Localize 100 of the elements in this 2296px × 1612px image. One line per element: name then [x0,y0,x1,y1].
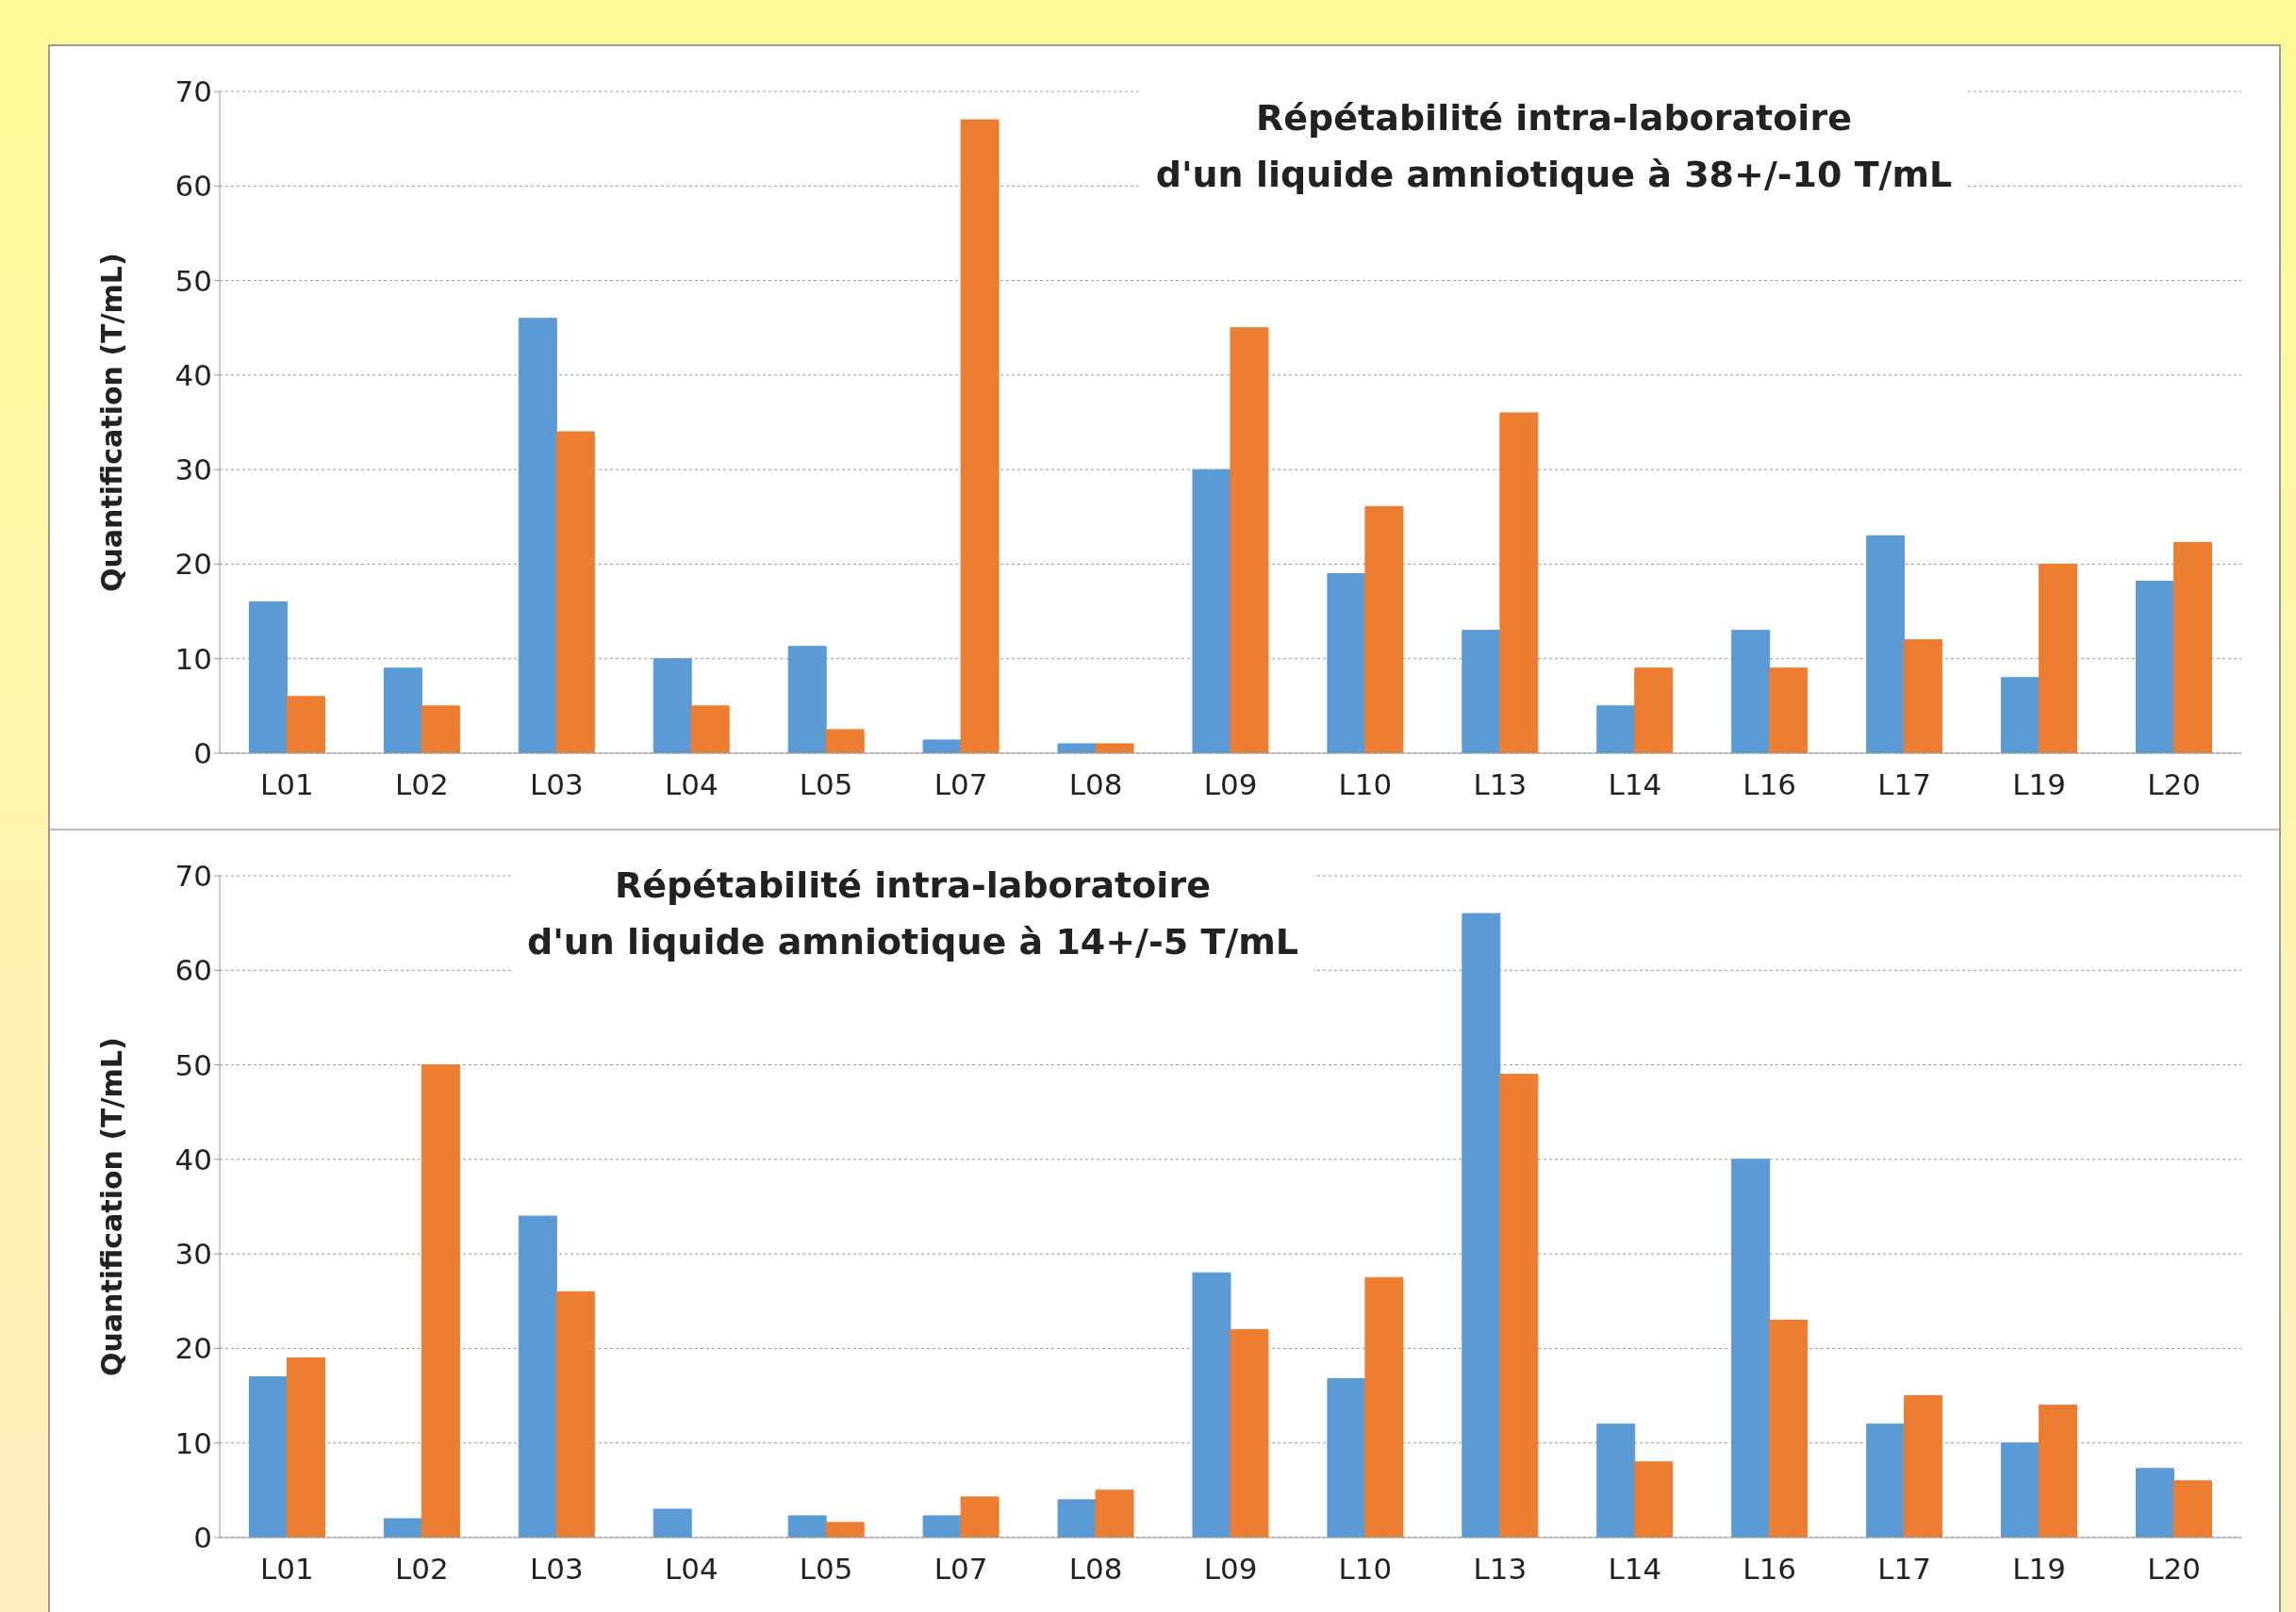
y-tick-label: 50 [174,263,212,298]
x-tick-label: L04 [664,767,719,802]
bar [1499,1074,1539,1538]
bar [1866,1423,1906,1538]
bar [286,696,325,753]
bar [825,1522,865,1538]
x-tick-label: L16 [1743,767,1797,802]
bar [1327,572,1366,753]
bar [1364,1276,1404,1538]
y-tick-label: 40 [174,357,212,392]
bar [1769,667,1809,753]
y-tick-label: 20 [174,1331,212,1366]
bar [1866,535,1906,753]
y-tick-label: 70 [174,859,212,894]
x-tick-label: L09 [1203,767,1258,802]
bar [1192,1272,1231,1538]
x-tick-label: L08 [1068,767,1123,802]
x-tick-label: L07 [933,1552,988,1587]
x-tick-label: L03 [529,1552,584,1587]
bar [652,658,692,753]
x-tick-label: L01 [260,1552,314,1587]
bar [2136,1468,2175,1538]
y-tick-label: 10 [174,641,212,676]
bar [922,739,962,753]
x-tick-label: L14 [1608,767,1662,802]
x-tick-label: L17 [1877,1552,1932,1587]
x-tick-label: L10 [1338,1552,1393,1587]
bar [248,601,288,753]
bar [1634,667,1674,753]
y-tick-label: 40 [174,1142,212,1176]
bar [518,318,557,753]
bar [787,1515,827,1538]
x-tick-label: L14 [1608,1552,1662,1587]
x-tick-label: L19 [2012,767,2066,802]
x-tick-label: L19 [2012,1552,2066,1587]
y-tick-label: 10 [174,1425,212,1460]
bar [787,646,827,753]
bar [1327,1378,1366,1538]
bar [690,705,730,753]
bar [2173,1480,2213,1538]
y-tick-label: 50 [174,1047,212,1082]
bar [1731,630,1771,753]
bar [1904,639,1943,753]
bar [922,1515,962,1538]
x-tick-label: L04 [664,1552,719,1587]
bar [286,1357,325,1538]
bar [1499,412,1539,753]
bar [1769,1319,1809,1538]
y-tick-label: 60 [174,953,212,988]
bar [383,1518,422,1538]
x-tick-label: L02 [395,1552,449,1587]
x-tick-label: L09 [1203,1552,1258,1587]
bar [518,1215,557,1538]
bar [960,1496,999,1538]
bar [248,1376,288,1538]
bar [555,431,595,753]
x-tick-label: L07 [933,767,988,802]
x-tick-label: L05 [799,1552,853,1587]
y-tick-label: 0 [193,736,212,771]
bar [421,1064,460,1538]
bar [825,729,865,753]
bar [2136,580,2175,753]
bar [2001,1442,2040,1538]
y-axis-title: Quantification (T/mL) [94,1037,128,1376]
bar [1057,1499,1097,1538]
y-tick-label: 70 [174,74,212,109]
x-tick-label: L16 [1743,1552,1797,1587]
bar [1095,743,1134,753]
x-tick-label: L20 [2147,1552,2201,1587]
x-tick-label: L13 [1473,1552,1528,1587]
bar [2001,677,2040,753]
text: Répétabilité intra-laboratoire d'un liquide amniotique à 38+/-10 T/mL [1155,96,1953,197]
y-axis-title: Quantification (T/mL) [94,253,128,592]
bar [1731,1159,1771,1538]
y-tick-label: 30 [174,452,212,487]
bar [2173,541,2213,753]
bar [1462,630,1501,753]
bar [555,1291,595,1538]
bar [383,667,422,753]
x-tick-label: L02 [395,767,449,802]
x-tick-label: L03 [529,767,584,802]
bar [1596,1423,1636,1538]
bar [1634,1461,1674,1538]
y-tick-label: 0 [193,1521,212,1555]
bar [1057,743,1097,753]
bar [1364,505,1404,753]
bar [2039,563,2078,753]
bar [1904,1395,1943,1538]
x-tick-label: L01 [260,767,314,802]
bar [960,119,999,753]
x-tick-label: L13 [1473,767,1528,802]
x-tick-label: L20 [2147,767,2201,802]
bar [1230,1328,1269,1538]
x-tick-label: L05 [799,767,853,802]
bar [421,705,460,753]
bar [1596,705,1636,753]
text: Répétabilité intra-laboratoire d'un liquide amniotique à 14+/-5 T/mL [526,864,1299,964]
x-tick-label: L17 [1877,767,1932,802]
bar [1462,913,1501,1538]
x-tick-label: L08 [1068,1552,1123,1587]
